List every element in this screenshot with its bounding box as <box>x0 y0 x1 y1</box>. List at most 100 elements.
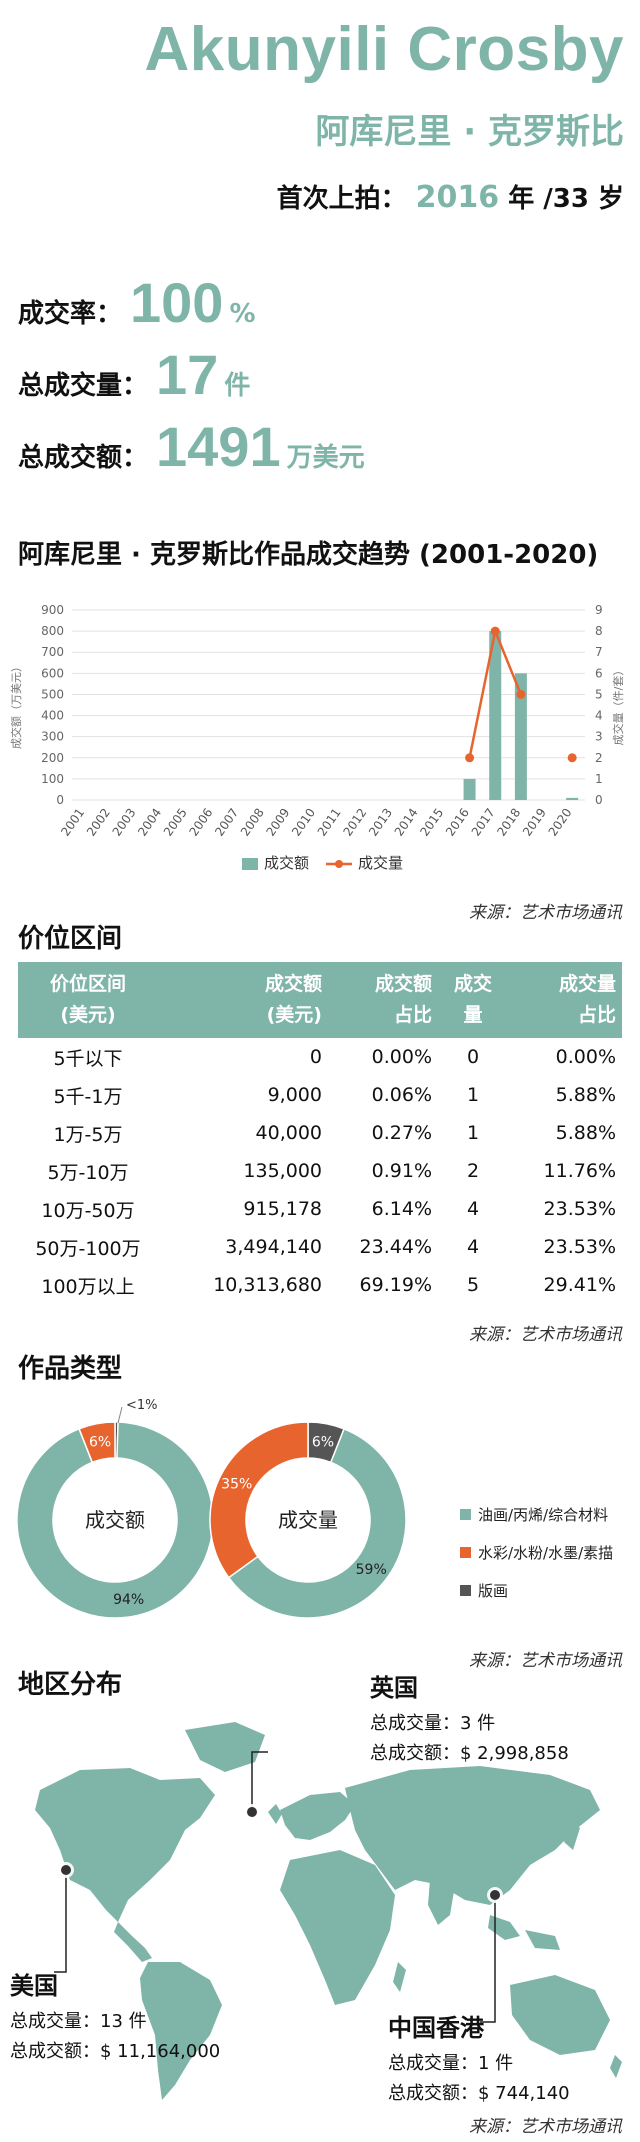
marker-line <box>480 1895 496 2023</box>
table-cell: 40,000 <box>255 1122 322 1144</box>
slice-label: <1% <box>126 1398 158 1413</box>
stat-unit: % <box>229 299 256 329</box>
region-name: 英国 <box>370 1674 418 1702</box>
right-tick-label: 7 <box>595 645 603 659</box>
table-cell: 23.53% <box>543 1236 616 1258</box>
right-tick-label: 0 <box>595 793 603 807</box>
table-cell: 0.00% <box>555 1046 616 1068</box>
table-cell: 69.19% <box>359 1274 432 1296</box>
x-tick-label: 2006 <box>187 806 216 839</box>
left-tick-label: 600 <box>41 666 64 680</box>
legend-swatch <box>460 1547 471 1558</box>
first-auction-year: 2016 <box>415 180 500 215</box>
legend-line-label: 成交量 <box>358 854 403 872</box>
slice-label: 6% <box>89 1434 111 1450</box>
table-cell: 5.88% <box>555 1084 616 1106</box>
left-tick-label: 800 <box>41 624 64 638</box>
stat-unit: 万美元 <box>286 443 365 473</box>
source-note: 来源：艺术市场通讯 <box>469 1325 622 1345</box>
right-tick-label: 6 <box>595 666 603 680</box>
legend-bar-label: 成交额 <box>264 854 309 872</box>
source-note: 来源：艺术市场通讯 <box>469 1651 622 1671</box>
x-tick-label: 2012 <box>340 806 369 839</box>
right-tick-label: 8 <box>595 624 603 638</box>
stat-total-volume: 总成交量： 17 件 <box>18 342 250 407</box>
table-cell: 29.41% <box>543 1274 616 1296</box>
header-line: 占比 <box>577 1004 616 1026</box>
legend-watercolor: 水彩/水粉/水墨/素描 <box>460 1542 613 1563</box>
x-tick-label: 2004 <box>135 806 164 839</box>
left-tick-label: 0 <box>56 793 64 807</box>
header-line: 价位区间 <box>49 973 126 995</box>
line-point <box>490 626 500 636</box>
landmass <box>345 1766 600 1905</box>
header-line: 成交量 <box>558 973 616 995</box>
right-tick-label: 3 <box>595 730 603 744</box>
table-cell: 3,494,140 <box>225 1236 322 1258</box>
bar <box>514 673 527 800</box>
left-tick-label: 700 <box>41 645 64 659</box>
header-line: (美元) <box>60 1004 116 1026</box>
line-point <box>516 689 526 699</box>
right-tick-label: 1 <box>595 772 603 786</box>
landmass <box>610 2055 622 2078</box>
table-cell: 5万-10万 <box>47 1161 129 1184</box>
header-line: 量 <box>463 1004 483 1026</box>
x-tick-label: 2010 <box>289 806 318 839</box>
landmass <box>525 1930 560 1950</box>
table-header-cell: 成交额 占比 <box>328 962 438 1038</box>
line-point <box>567 753 577 763</box>
bar <box>566 797 579 800</box>
table-cell: 5千以下 <box>53 1047 123 1070</box>
marker-line <box>251 1751 268 1812</box>
trend-chart: 900 800 700 600 500 400 300 200 100 0 9 8 7 6 5 4 3 2 1 0 成交… <box>10 603 625 872</box>
region-amount: 总成交额：$ 744,140 <box>388 2083 570 2104</box>
slice-label: 35% <box>221 1477 252 1493</box>
stat-value: 100 <box>130 271 224 334</box>
x-tick-label: 2002 <box>84 806 113 839</box>
stat-label: 总成交额： <box>18 443 149 473</box>
source-note: 来源：艺术市场通讯 <box>469 2117 622 2137</box>
stat-unit: 件 <box>224 371 251 401</box>
table-header-cell: 成交量占比 <box>508 962 622 1038</box>
region-count: 总成交量：1 件 <box>388 2053 514 2074</box>
slice-label: 94% <box>113 1592 144 1608</box>
series-line <box>468 630 497 759</box>
header-line: 占比 <box>393 1004 432 1026</box>
table-cell: 0.06% <box>371 1084 432 1106</box>
pie-slice <box>209 1421 309 1579</box>
legend-label: 水彩/水粉/水墨/素描 <box>478 1544 614 1562</box>
region-name: 中国香港 <box>388 2014 484 2042</box>
table-cell: 2 <box>466 1160 480 1182</box>
x-tick-label: 2001 <box>58 806 87 839</box>
x-tick-label: 2018 <box>494 806 523 839</box>
donut-center-label: 成交量 <box>278 1508 338 1532</box>
region-name: 美国 <box>10 1972 58 2000</box>
region-title: 地区分布 <box>18 1670 123 1700</box>
slice-label: 6% <box>312 1434 334 1450</box>
bar <box>489 631 502 800</box>
price-range-title: 价位区间 <box>18 924 123 954</box>
left-tick-label: 200 <box>41 751 64 765</box>
region-count: 总成交量：13 件 <box>10 2011 147 2032</box>
stat-label: 成交率： <box>18 299 123 329</box>
x-tick-label: 2003 <box>110 806 139 839</box>
table-cell: 915,178 <box>243 1198 322 1220</box>
right-axis-title: 成交量（件/套） <box>611 665 625 746</box>
landmass <box>268 1804 282 1824</box>
us-marker <box>61 1865 71 1875</box>
region-us: 美国 总成交量：13 件 总成交额：$ 11,164,000 <box>10 1966 220 2063</box>
x-tick-label: 2016 <box>443 806 472 839</box>
legend-label: 油画/丙烯/综合材料 <box>478 1506 609 1524</box>
hk-marker <box>490 1890 500 1900</box>
x-tick-label: 2019 <box>520 806 549 839</box>
landmass <box>35 1768 215 1922</box>
trend-chart-title: 阿库尼里 · 克罗斯比作品成交趋势 (2001-2020) <box>18 540 599 570</box>
first-auction-suffix: 年 /33 岁 <box>508 184 624 214</box>
table-cell: 1 <box>466 1084 480 1106</box>
x-tick-label: 2009 <box>263 806 292 839</box>
source-note: 来源：艺术市场通讯 <box>469 903 622 923</box>
table-row: 1万-5万 40,000 0.27% 1 5.88% <box>18 1114 622 1152</box>
table-cell: 6.14% <box>371 1198 432 1220</box>
slice-label: 59% <box>356 1562 387 1578</box>
